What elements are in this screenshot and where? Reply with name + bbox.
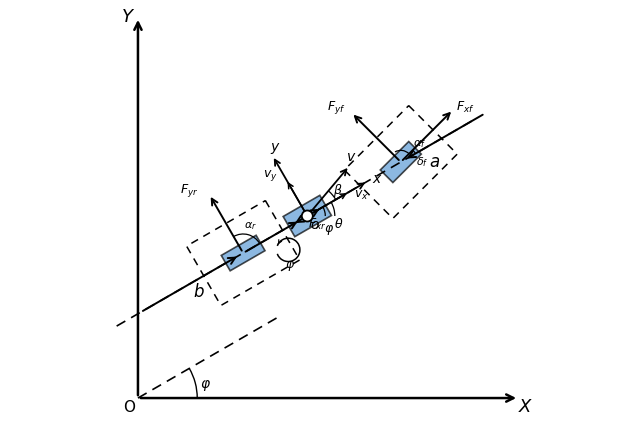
Text: b: b [194,283,204,301]
Text: $\delta_f$: $\delta_f$ [416,155,428,169]
Text: $F_{xr}$: $F_{xr}$ [308,217,326,232]
Text: $\beta$: $\beta$ [333,181,343,199]
Bar [283,195,332,237]
Text: Y: Y [122,8,133,26]
Text: o: o [310,218,319,232]
Text: $\varphi$: $\varphi$ [200,378,211,393]
Text: $\theta$: $\theta$ [334,216,344,231]
Text: v: v [348,150,356,164]
Text: $v_x$: $v_x$ [354,188,369,202]
Text: $\alpha_f$: $\alpha_f$ [413,138,426,149]
Text: $\alpha_r$: $\alpha_r$ [244,221,257,232]
Text: $F_{yr}$: $F_{yr}$ [180,181,198,199]
Text: $v_y$: $v_y$ [262,168,277,184]
Text: $\varphi$: $\varphi$ [324,222,334,237]
Text: $F_{xf}$: $F_{xf}$ [456,100,474,115]
Text: X: X [519,397,531,416]
Circle shape [302,210,313,222]
Bar [221,235,265,271]
Text: a: a [430,153,440,171]
Text: O: O [124,400,136,415]
Text: $\varphi$: $\varphi$ [285,259,296,273]
Bar [380,142,421,183]
Text: x: x [372,172,380,186]
Text: $F_{yf}$: $F_{yf}$ [327,99,346,116]
Text: y: y [270,140,278,154]
